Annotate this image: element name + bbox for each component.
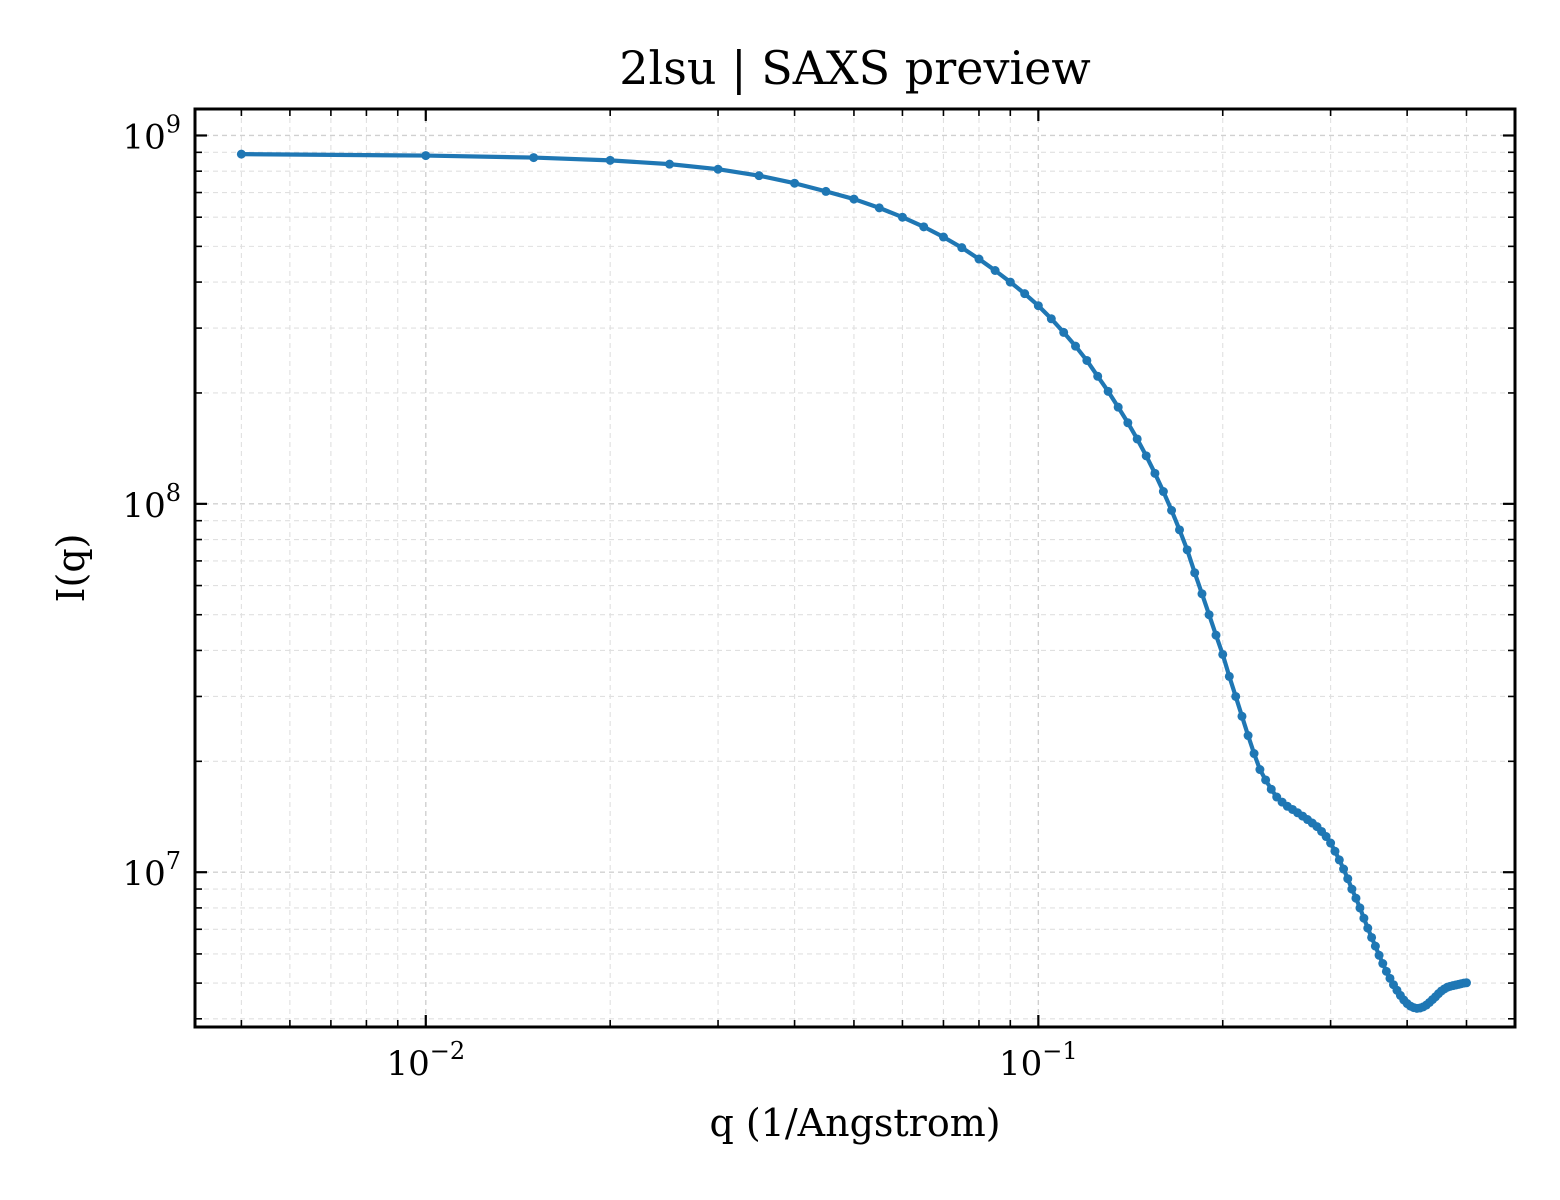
data-point (990, 265, 1000, 275)
data-point (919, 222, 929, 232)
data-point (1020, 289, 1030, 299)
data-point (1381, 966, 1391, 976)
data-point (974, 254, 984, 264)
data-point (1150, 468, 1160, 478)
y-tick-label: 108 (122, 479, 181, 526)
data-point (957, 243, 967, 253)
data-point (529, 153, 539, 163)
data-point (1261, 775, 1271, 785)
data-point (1175, 525, 1185, 535)
plot-frame (193, 107, 1517, 1029)
data-point (1461, 978, 1471, 988)
data-point (1071, 341, 1081, 351)
data-point (1363, 923, 1373, 933)
x-axis-label: q (1/Angstrom) (709, 1101, 1000, 1145)
data-point (1237, 711, 1247, 721)
data-point (1351, 893, 1361, 903)
x-tick-label: 10−2 (386, 1037, 465, 1084)
x-tick-label: 10−1 (999, 1037, 1078, 1084)
data-point (754, 171, 764, 181)
data-point (1343, 874, 1353, 884)
data-point (1033, 301, 1043, 311)
data-point (1218, 649, 1228, 659)
y-tick-label: 107 (122, 847, 181, 894)
data-point (1367, 932, 1377, 942)
data-point (1204, 610, 1214, 620)
data-point (1321, 832, 1331, 842)
data-point (874, 203, 884, 213)
data-point (605, 155, 615, 165)
data-point (1182, 545, 1192, 555)
data-point (1113, 402, 1123, 412)
data-point (849, 194, 859, 204)
data-point (236, 149, 246, 159)
data-point (1141, 451, 1151, 461)
data-point (1339, 864, 1349, 874)
data-point (1330, 846, 1340, 856)
data-point (1093, 371, 1103, 381)
data-point (1374, 950, 1384, 960)
data-point (665, 159, 675, 169)
series-layer (236, 149, 1471, 1013)
grid-lines (195, 109, 1515, 1027)
data-point (1059, 327, 1069, 337)
data-point (1167, 505, 1177, 515)
data-point (1082, 355, 1092, 365)
data-point (1370, 941, 1380, 951)
data-point (1005, 277, 1015, 287)
data-point (1197, 589, 1207, 599)
data-point (1132, 434, 1142, 444)
data-point (1359, 913, 1369, 923)
data-point (821, 186, 831, 196)
data-point (1158, 487, 1168, 497)
data-point (897, 212, 907, 222)
data-point (1266, 784, 1276, 794)
data-point (1231, 691, 1241, 701)
data-point (1046, 314, 1056, 324)
data-point (1249, 749, 1259, 759)
data-point (1211, 630, 1221, 640)
data-point (1243, 731, 1253, 741)
data-point (421, 151, 431, 161)
data-point (1334, 855, 1344, 865)
data-point (1378, 959, 1388, 969)
chart-title: 2lsu | SAXS preview (619, 41, 1091, 95)
data-point (790, 178, 800, 188)
data-point (938, 232, 948, 242)
data-point (1103, 386, 1113, 396)
data-point (1355, 903, 1365, 913)
data-point (713, 164, 723, 174)
data-point (1255, 765, 1265, 775)
y-tick-label: 109 (122, 110, 181, 157)
data-point (1123, 418, 1133, 428)
y-axis-label: I(q) (49, 534, 93, 603)
data-point (1224, 671, 1234, 681)
data-point (1190, 568, 1200, 578)
data-point (1347, 884, 1357, 894)
data-point (1326, 838, 1336, 848)
